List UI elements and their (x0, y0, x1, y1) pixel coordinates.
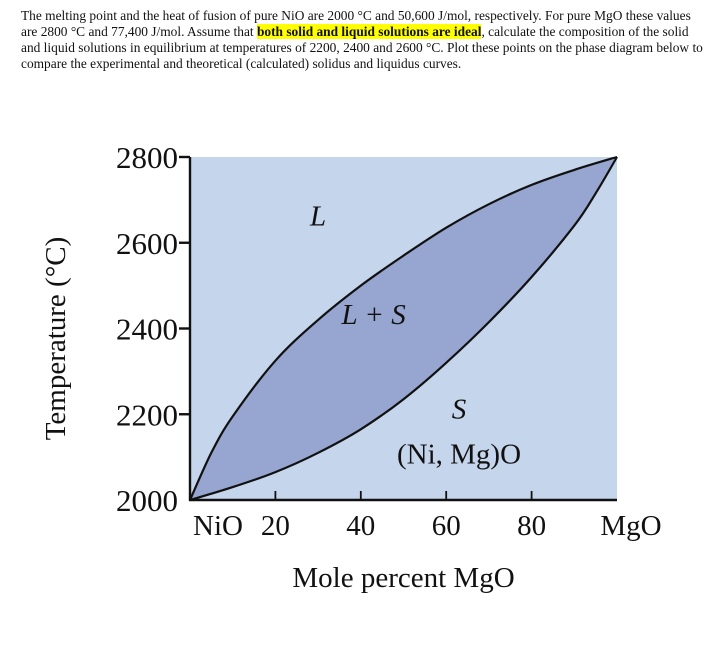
x-tick-label: 80 (517, 510, 546, 542)
region-label: (Ni, Mg)O (397, 439, 521, 471)
x-axis-label: Mole percent MgO (292, 562, 514, 594)
y-tick-label: 2600 (116, 226, 178, 261)
x-tick-group: NiO 20 40 60 80 MgO (193, 491, 662, 542)
highlighted-assumption: both solid and liquid solutions are idea… (256, 24, 482, 39)
liquidus-curve (188, 155, 618, 501)
problem-text-part2: , calculate the composition of the solid… (21, 24, 703, 71)
solidus-curve (189, 156, 618, 502)
y-tick-label: 2800 (116, 140, 178, 175)
region-label: L (309, 201, 326, 233)
y-tick-label: 2200 (116, 397, 178, 432)
x-tick-label: NiO (193, 510, 243, 542)
problem-statement: The melting point and the heat of fusion… (21, 8, 706, 72)
x-tick-label: 60 (432, 510, 461, 542)
y-tick-label: 2000 (116, 483, 178, 518)
x-tick-label: MgO (600, 510, 661, 542)
x-tick-label: 20 (261, 510, 290, 542)
region-label: L + S (341, 299, 407, 331)
x-tick-label: 40 (346, 510, 375, 542)
two-phase-region (190, 157, 617, 500)
region-labels: L L + S S (Ni, Mg)O (309, 201, 521, 471)
y-tick-label: 2400 (116, 312, 178, 347)
y-axis-label: Temperature (°C) (40, 237, 72, 441)
region-label: S (452, 394, 467, 426)
y-tick-group: 2000 2200 2400 2600 2800 (116, 140, 190, 518)
problem-text-part1: The melting point and the heat of fusion… (21, 8, 691, 39)
